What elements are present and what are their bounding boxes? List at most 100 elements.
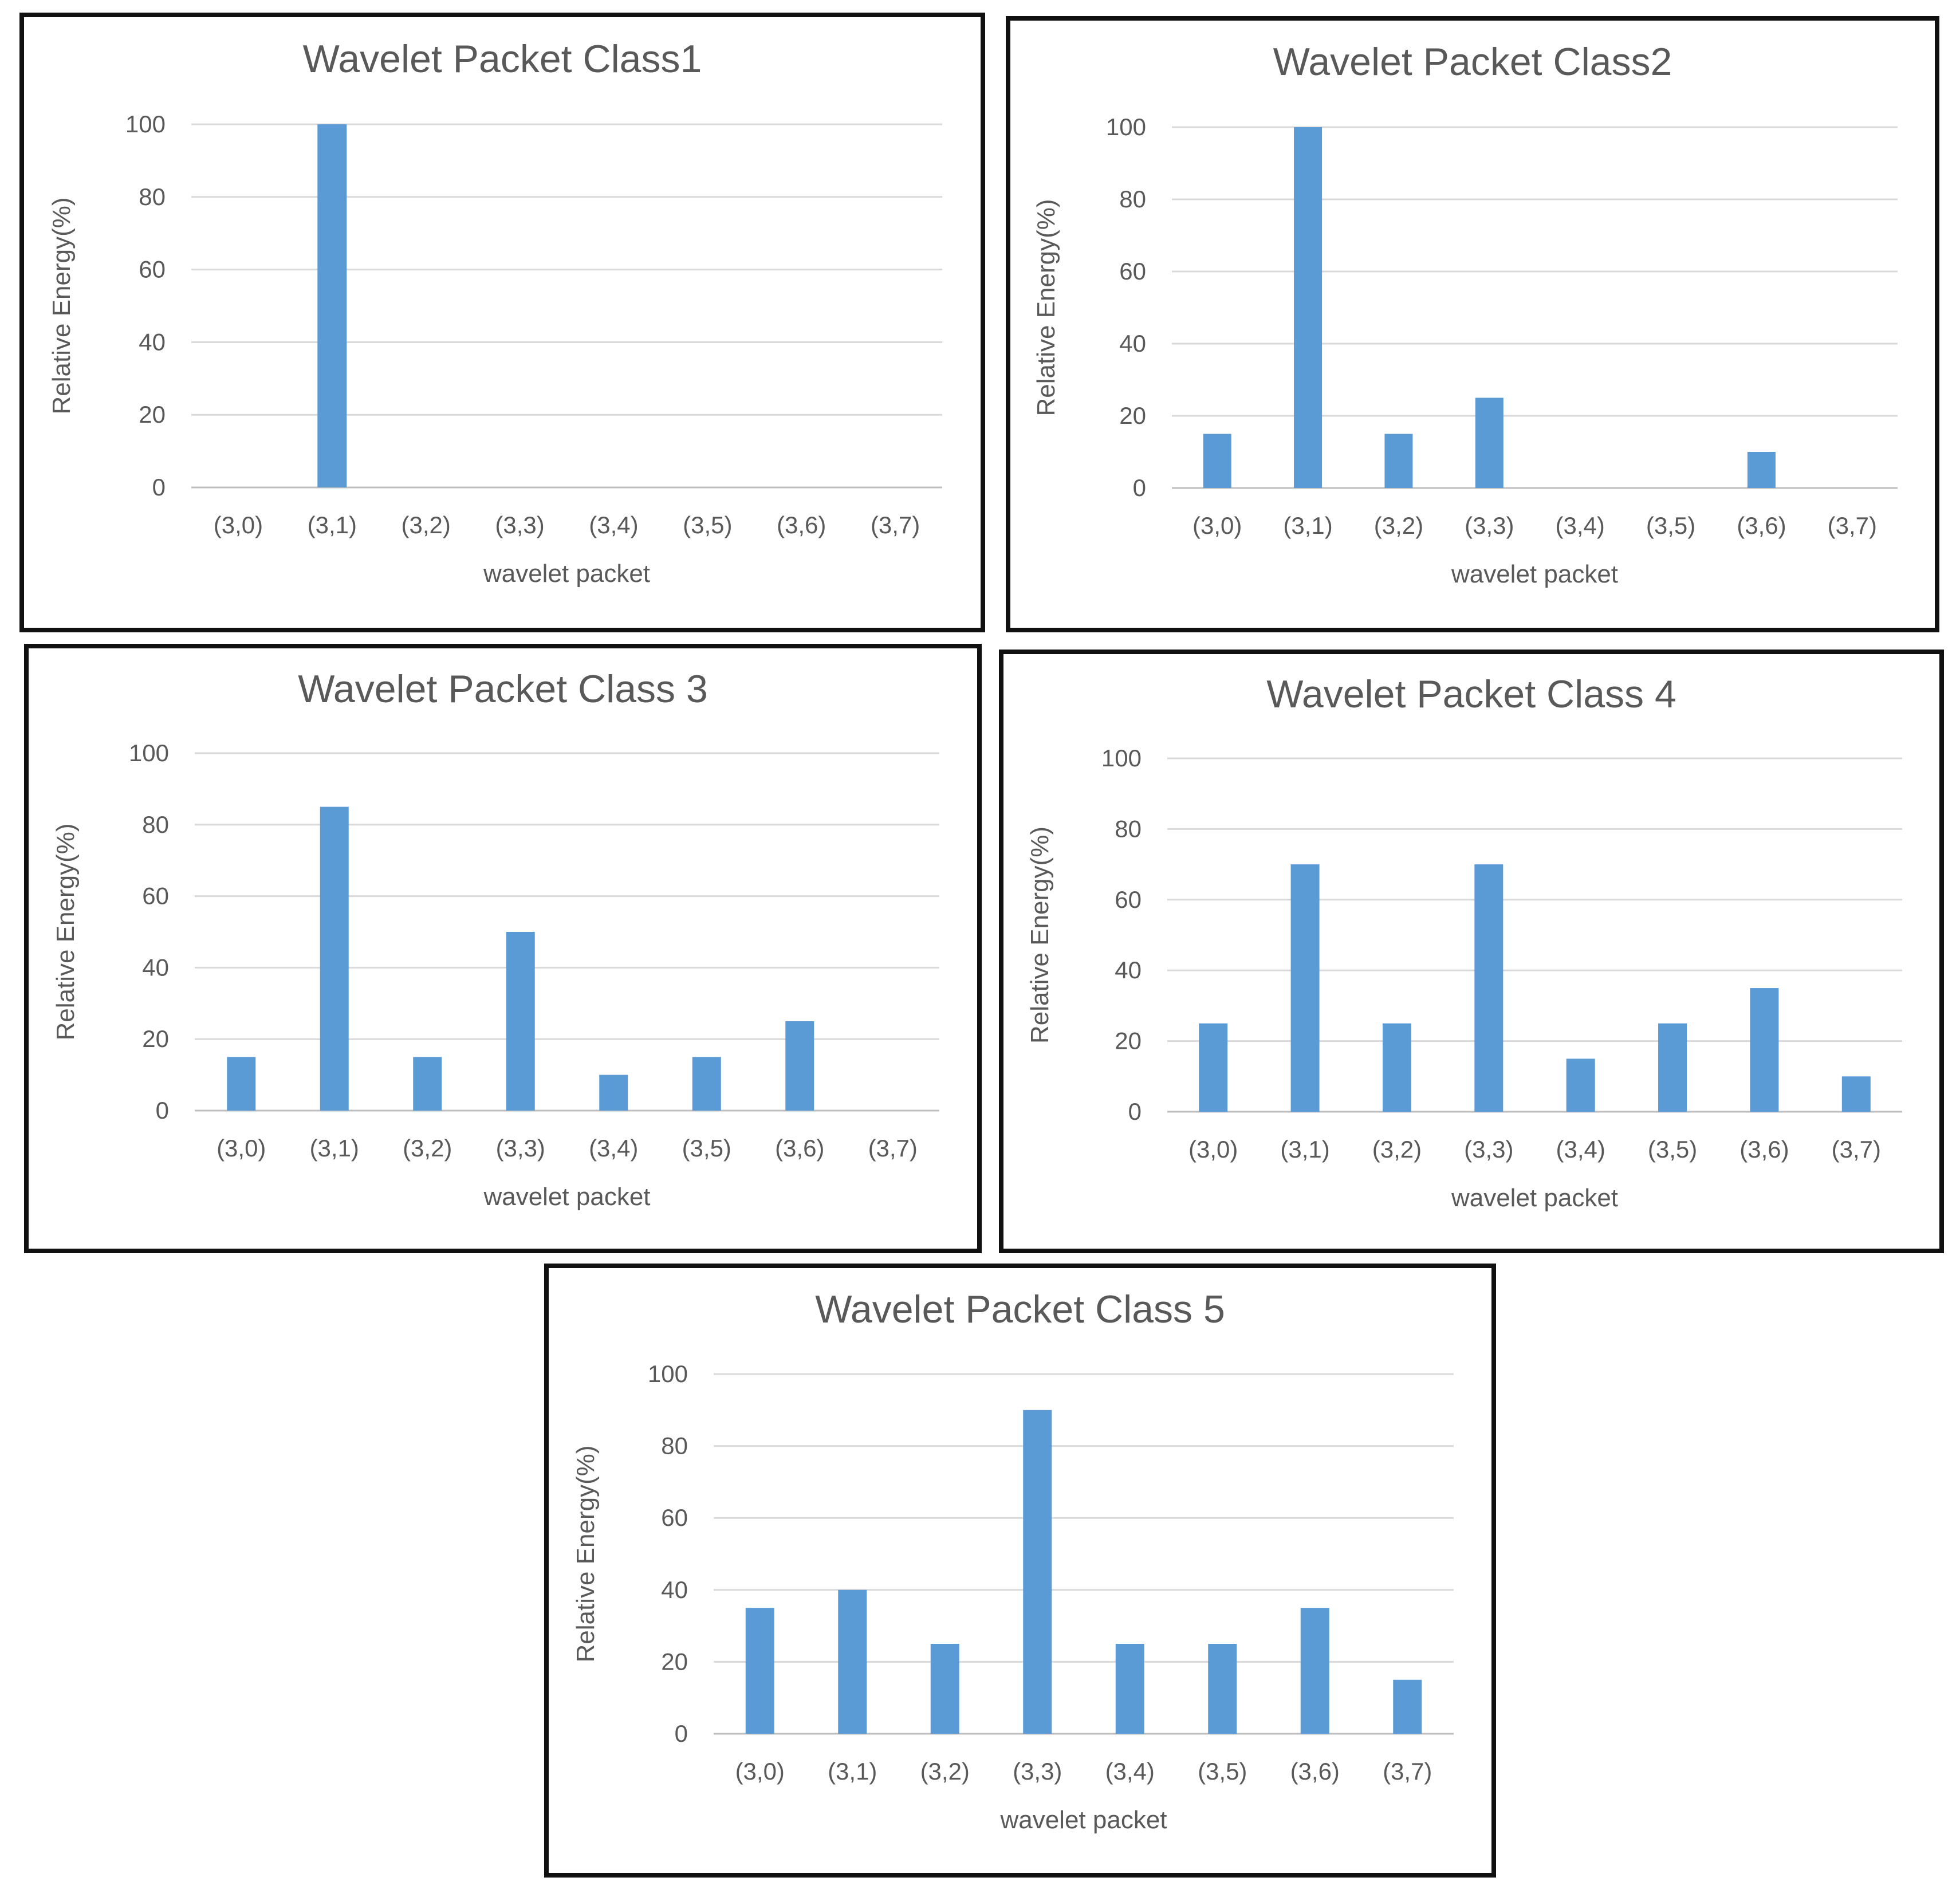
chart-svg: Wavelet Packet Class 5 0 20 40 60 80 100 (3,0) (… (572, 1288, 1454, 1834)
bar (1841, 1076, 1871, 1112)
x-tick-label: (3,1) (310, 1135, 359, 1162)
bar (1393, 1679, 1422, 1734)
x-tick-label: (3,5) (1646, 512, 1695, 539)
x-tick-label: (3,2) (402, 511, 451, 538)
y-axis-label: Relative Energy(%) (52, 823, 80, 1040)
x-tick-label: (3,1) (1283, 512, 1332, 539)
bar (413, 1057, 442, 1111)
bar (785, 1021, 814, 1111)
y-axis-label: Relative Energy(%) (572, 1445, 600, 1662)
chart-title: Wavelet Packet Class1 (303, 37, 702, 81)
x-tick-label: (3,3) (1464, 1136, 1513, 1163)
y-tick-label: 0 (675, 1720, 688, 1747)
y-tick-label: 0 (152, 474, 166, 501)
x-tick-label: (3,1) (828, 1758, 877, 1785)
bar (1290, 864, 1320, 1112)
y-tick-label: 80 (661, 1432, 688, 1459)
bar (1475, 397, 1504, 488)
x-axis-label: wavelet packet (999, 1806, 1167, 1834)
x-tick-label: (3,7) (1828, 512, 1877, 539)
bar (317, 124, 347, 487)
x-tick-label: (3,7) (1383, 1758, 1432, 1785)
x-tick-label: (3,4) (1556, 512, 1605, 539)
bar (1474, 864, 1504, 1112)
bar (930, 1644, 959, 1734)
y-tick-label: 0 (1133, 474, 1146, 501)
x-axis-label: wavelet packet (483, 1183, 650, 1211)
chart-title: Wavelet Packet Class 4 (1266, 672, 1676, 716)
x-tick-label: (3,0) (1192, 512, 1242, 539)
x-tick-label: (3,6) (777, 511, 826, 538)
chart-panel-class1: Wavelet Packet Class1 0 20 40 60 80 100 (3,0) (3… (19, 13, 985, 632)
x-axis-label: wavelet packet (1451, 560, 1618, 588)
x-tick-label: (3,5) (682, 1135, 731, 1162)
bar (692, 1057, 721, 1111)
chart-svg: Wavelet Packet Class2 0 20 40 60 80 100 (3,0) (3… (1032, 40, 1898, 588)
y-tick-label: 40 (1115, 957, 1142, 983)
x-tick-label: (3,0) (214, 511, 263, 538)
bar (1566, 1058, 1595, 1112)
x-tick-label: (3,2) (1372, 1136, 1422, 1163)
x-tick-label: (3,0) (735, 1758, 785, 1785)
y-tick-label: 40 (1119, 330, 1146, 357)
y-tick-label: 20 (1119, 402, 1146, 429)
y-tick-label: 0 (1128, 1098, 1142, 1125)
y-tick-label: 100 (129, 739, 169, 766)
x-axis-label: wavelet packet (1451, 1184, 1618, 1212)
x-tick-label: (3,0) (1188, 1136, 1238, 1163)
x-tick-label: (3,6) (775, 1135, 824, 1162)
chart-panel-class5: Wavelet Packet Class 5 0 20 40 60 80 100 (3,0) (… (544, 1264, 1496, 1878)
chart-panel-class4: Wavelet Packet Class 4 0 20 40 60 80 100 (3,0) (… (999, 650, 1944, 1253)
y-tick-label: 40 (139, 328, 166, 355)
y-tick-label: 40 (661, 1576, 688, 1603)
x-tick-label: (3,1) (308, 511, 357, 538)
chart-panel-class2: Wavelet Packet Class2 0 20 40 60 80 100 (3,0) (3… (1006, 16, 1939, 632)
x-tick-label: (3,6) (1737, 512, 1786, 539)
x-tick-label: (3,4) (1105, 1758, 1155, 1785)
y-tick-label: 20 (661, 1648, 688, 1675)
y-tick-label: 100 (125, 111, 166, 137)
bar (745, 1608, 774, 1734)
bar (1294, 127, 1323, 488)
x-tick-label: (3,3) (1465, 512, 1514, 539)
x-tick-label: (3,5) (683, 511, 732, 538)
y-tick-label: 80 (142, 811, 169, 838)
y-tick-label: 0 (156, 1097, 169, 1124)
y-tick-label: 100 (648, 1360, 688, 1387)
bar (1023, 1410, 1052, 1734)
x-tick-label: (3,5) (1198, 1758, 1247, 1785)
y-tick-label: 40 (142, 954, 169, 981)
y-tick-label: 60 (142, 883, 169, 910)
chart-title: Wavelet Packet Class 3 (298, 667, 708, 711)
x-tick-label: (3,5) (1648, 1136, 1697, 1163)
x-tick-label: (3,4) (1556, 1136, 1605, 1163)
x-tick-label: (3,4) (589, 1135, 638, 1162)
bar (1208, 1644, 1237, 1734)
y-tick-label: 80 (139, 183, 166, 210)
y-axis-label: Relative Energy(%) (1032, 199, 1060, 416)
y-tick-label: 80 (1119, 186, 1146, 212)
x-tick-label: (3,3) (496, 1135, 545, 1162)
bar (1203, 434, 1231, 488)
x-tick-label: (3,2) (403, 1135, 452, 1162)
y-tick-label: 60 (139, 256, 166, 283)
y-tick-label: 60 (661, 1504, 688, 1531)
chart-svg: Wavelet Packet Class 4 0 20 40 60 80 100 (3,0) (… (1026, 672, 1902, 1212)
y-tick-label: 60 (1115, 886, 1142, 913)
chart-svg: Wavelet Packet Class 3 0 20 40 60 80 100 (3,0) (… (52, 667, 939, 1211)
chart-title: Wavelet Packet Class 5 (815, 1288, 1225, 1331)
y-tick-label: 20 (139, 401, 166, 428)
bar (838, 1589, 867, 1734)
y-tick-label: 20 (1115, 1028, 1142, 1054)
x-axis-label: wavelet packet (483, 560, 650, 588)
x-tick-label: (3,7) (1832, 1136, 1881, 1163)
y-tick-label: 60 (1119, 258, 1146, 285)
y-axis-label: Relative Energy(%) (1026, 827, 1054, 1044)
bar (1115, 1644, 1144, 1734)
x-tick-label: (3,7) (871, 511, 920, 538)
bar (1199, 1023, 1228, 1112)
bar (1750, 988, 1779, 1112)
chart-title: Wavelet Packet Class2 (1273, 40, 1672, 84)
x-tick-label: (3,6) (1290, 1758, 1340, 1785)
